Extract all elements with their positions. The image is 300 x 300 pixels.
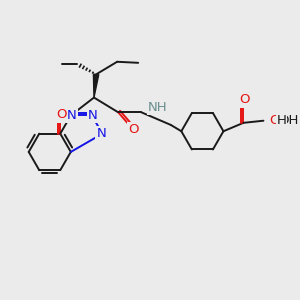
Text: O: O bbox=[128, 124, 139, 136]
Text: N: N bbox=[67, 109, 76, 122]
Text: O: O bbox=[239, 93, 250, 106]
Text: N: N bbox=[97, 127, 106, 140]
Text: H: H bbox=[277, 114, 287, 127]
Text: NH: NH bbox=[148, 101, 168, 114]
Text: N: N bbox=[88, 109, 98, 122]
Polygon shape bbox=[93, 74, 99, 98]
Text: O: O bbox=[269, 114, 280, 127]
Text: O: O bbox=[56, 108, 67, 121]
Text: OH: OH bbox=[279, 114, 299, 127]
